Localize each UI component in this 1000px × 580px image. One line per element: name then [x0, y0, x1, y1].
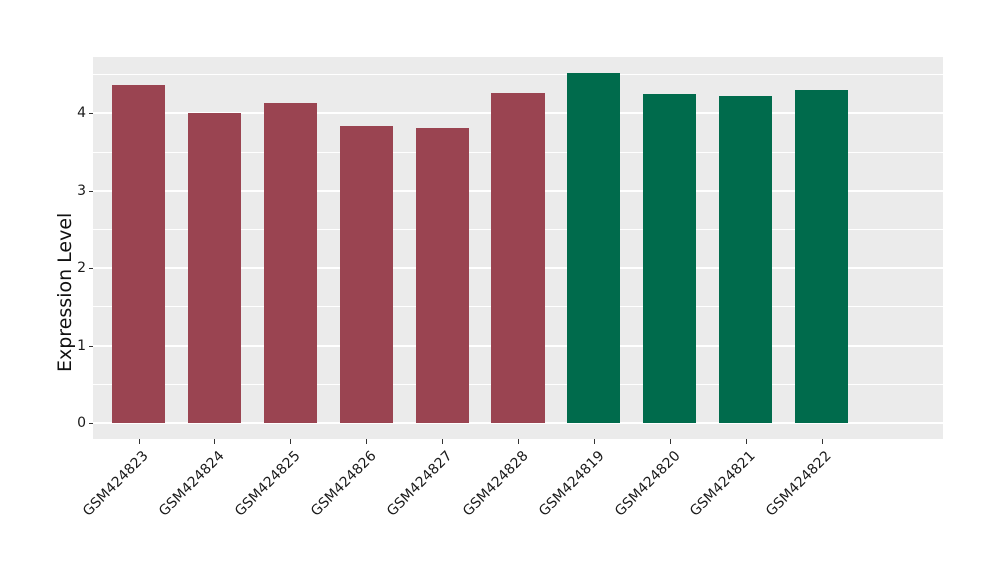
bar-GSM424819 — [567, 73, 621, 423]
minor-gridline — [93, 74, 943, 76]
y-tick-label-0: 0 — [77, 414, 86, 431]
bar-GSM424821 — [719, 96, 773, 423]
bar-GSM424826 — [339, 125, 393, 423]
major-gridline — [93, 421, 943, 424]
x-tick-label-GSM424824: GSM424824 — [156, 448, 228, 520]
x-tick-label-GSM424826: GSM424826 — [307, 448, 380, 520]
x-tick-mark — [669, 439, 671, 444]
bar-GSM424820 — [643, 94, 697, 423]
plot-panel — [93, 57, 943, 439]
x-tick-mark — [821, 439, 823, 444]
x-tick-label-GSM424821: GSM424821 — [687, 448, 760, 520]
y-tick-label-3: 3 — [77, 182, 86, 199]
y-tick-label-2: 2 — [77, 260, 86, 277]
x-tick-label-GSM424822: GSM424822 — [763, 448, 835, 520]
x-tick-mark — [745, 439, 747, 444]
x-tick-label-GSM424820: GSM424820 — [611, 448, 684, 520]
y-tick-mark — [89, 113, 93, 115]
bar-GSM424825 — [263, 102, 317, 423]
x-tick-mark — [593, 439, 595, 444]
x-tick-mark — [518, 439, 519, 444]
y-tick-label-1: 1 — [77, 337, 86, 354]
bar-GSM424824 — [187, 113, 241, 423]
y-tick-mark — [89, 422, 93, 424]
bar-GSM424822 — [795, 90, 849, 423]
bar-GSM424823 — [111, 85, 166, 423]
y-tick-mark — [89, 345, 93, 347]
bar-GSM424827 — [415, 128, 469, 423]
x-tick-label-GSM424827: GSM424827 — [383, 448, 456, 520]
x-tick-mark — [442, 439, 444, 444]
x-tick-label-GSM424828: GSM424828 — [459, 448, 532, 520]
y-tick-mark — [89, 268, 93, 270]
x-tick-label-GSM424819: GSM424819 — [535, 448, 608, 520]
x-tick-mark — [214, 439, 216, 444]
y-tick-label-4: 4 — [77, 105, 86, 122]
bar-GSM424828 — [491, 93, 545, 423]
x-tick-mark — [366, 439, 368, 444]
x-tick-mark — [290, 439, 292, 444]
x-tick-mark — [138, 439, 140, 444]
x-tick-label-GSM424823: GSM424823 — [80, 448, 152, 520]
y-tick-mark — [89, 190, 93, 192]
x-tick-label-GSM424825: GSM424825 — [232, 448, 304, 520]
